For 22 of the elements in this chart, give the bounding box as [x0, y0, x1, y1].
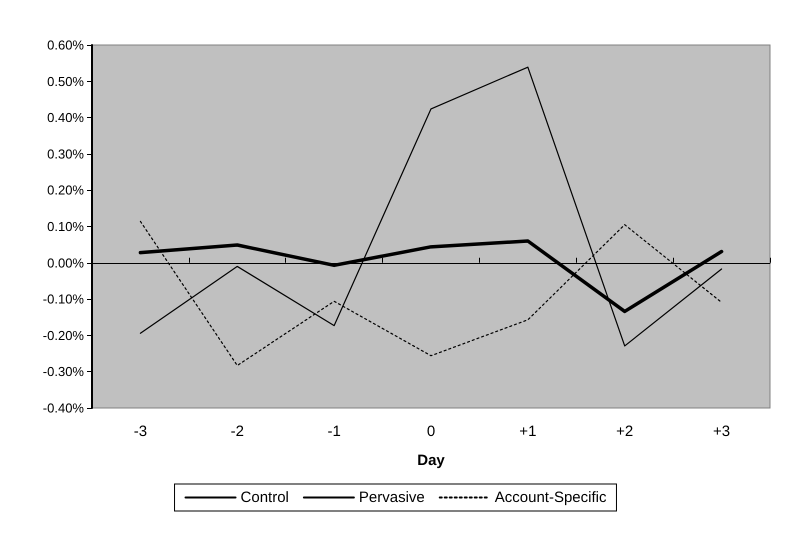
x-tick-label: +1 [519, 423, 536, 440]
y-tick-label: 0.00% [47, 255, 84, 270]
y-tick-label: 0.50% [47, 74, 84, 89]
legend-label: Pervasive [358, 489, 425, 506]
legend-label: Account-Specific [494, 489, 607, 506]
legend-label: Control [240, 489, 289, 506]
x-tick-label: -2 [230, 423, 244, 440]
y-tick-label: 0.30% [47, 146, 84, 162]
y-tick-label: 0.10% [47, 219, 84, 234]
x-tick-label: 0 [426, 423, 436, 440]
y-tick-label: 0.40% [47, 110, 84, 126]
x-tick-label: -3 [134, 423, 148, 440]
x-tick-label: -1 [327, 423, 341, 440]
x-tick-label: +2 [616, 423, 634, 440]
x-tick-label: +3 [713, 423, 730, 440]
y-tick-label: 0.20% [47, 182, 84, 198]
x-axis-title: Day [417, 452, 446, 469]
y-tick-label: -0.10% [42, 292, 84, 307]
y-tick-label: -0.20% [42, 328, 84, 343]
y-tick-label: -0.30% [42, 364, 84, 380]
y-tick-label: 0.60% [47, 38, 84, 52]
y-tick-label: -0.40% [42, 400, 84, 416]
